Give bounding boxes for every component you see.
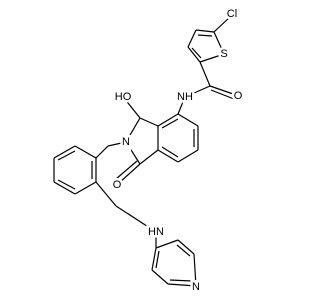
- atom-label: N: [192, 281, 200, 293]
- molecule-diagram: Cl S O NH HO N O HN N: [53, 5, 245, 295]
- atom-label: O: [113, 179, 122, 191]
- atom-label: O: [234, 90, 243, 102]
- atom-label: S: [220, 48, 227, 60]
- atom-labels: Cl S O NH HO N O HN N: [110, 5, 245, 295]
- atom-label: HO: [115, 91, 132, 103]
- atom-label: NH: [177, 91, 193, 103]
- atom-label: N: [122, 136, 130, 148]
- atom-label: Cl: [227, 8, 237, 20]
- bonds: [53, 15, 237, 287]
- atom-label: HN: [148, 226, 164, 238]
